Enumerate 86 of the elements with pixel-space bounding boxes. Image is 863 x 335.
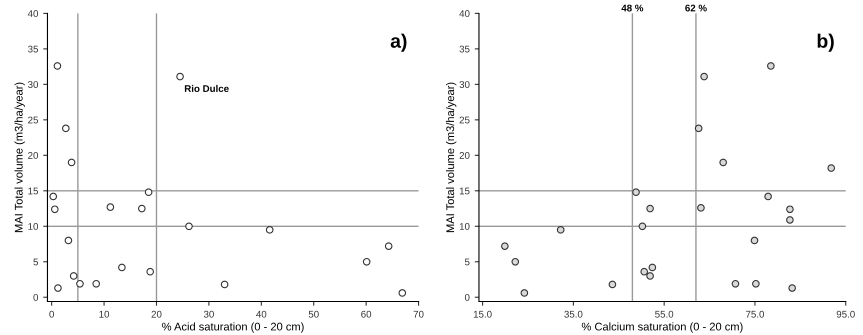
point bbox=[220, 280, 228, 288]
y-axis-title: MAI Total volume (m3/ha/year) bbox=[446, 82, 456, 232]
point bbox=[138, 204, 146, 212]
point bbox=[786, 216, 794, 224]
x-tick-label: 95.0 bbox=[836, 310, 855, 318]
point bbox=[732, 280, 740, 288]
x-axis-title: % Calcium saturation (0 - 20 cm) bbox=[582, 322, 743, 333]
point bbox=[64, 236, 72, 244]
y-tick-label: 35 bbox=[459, 46, 470, 52]
x-tick-label: 35.0 bbox=[564, 310, 582, 318]
y-tick-label: 5 bbox=[464, 258, 470, 266]
point bbox=[719, 158, 727, 166]
point bbox=[501, 242, 509, 250]
point bbox=[556, 226, 564, 234]
point bbox=[752, 280, 760, 288]
y-tick-label: 35 bbox=[28, 46, 38, 52]
point bbox=[646, 204, 654, 212]
y-tick-label: 30 bbox=[28, 81, 38, 88]
point bbox=[76, 280, 84, 288]
point bbox=[608, 280, 616, 288]
x-tick-label: 10 bbox=[99, 310, 110, 318]
point bbox=[384, 242, 392, 250]
y-tick-label: 5 bbox=[33, 258, 38, 266]
annotation: Rio Dulce bbox=[184, 84, 229, 92]
point bbox=[176, 72, 184, 80]
point bbox=[398, 289, 406, 297]
x-tick-label: 15.0 bbox=[474, 310, 492, 318]
point bbox=[54, 62, 62, 70]
x-tick-label: 30 bbox=[204, 310, 214, 318]
point bbox=[767, 62, 775, 70]
x-tick-label: 50 bbox=[308, 310, 319, 318]
text: a) bbox=[390, 34, 406, 52]
x-tick-label: 55.0 bbox=[655, 310, 674, 318]
point bbox=[62, 124, 70, 132]
point bbox=[646, 272, 654, 280]
y-tick-label: 25 bbox=[460, 116, 470, 124]
point bbox=[788, 284, 796, 292]
text: b) bbox=[818, 34, 834, 52]
point bbox=[511, 258, 520, 266]
x-tick-label: 75.0 bbox=[746, 310, 764, 318]
y-tick-label: 40 bbox=[28, 10, 38, 18]
y-tick-label: 30 bbox=[459, 81, 470, 88]
point bbox=[70, 272, 78, 280]
point bbox=[648, 264, 656, 272]
point bbox=[92, 280, 100, 288]
y-tick-label: 10 bbox=[460, 223, 470, 230]
ref-line-label: 62 % bbox=[685, 4, 707, 12]
x-tick-label: 40 bbox=[256, 310, 266, 318]
point bbox=[362, 258, 370, 266]
y-axis-title: MAI Total volume (m3/ha/year) bbox=[14, 82, 25, 232]
point bbox=[520, 289, 528, 297]
y-tick-label: 0 bbox=[464, 294, 470, 301]
point bbox=[49, 192, 58, 200]
point bbox=[146, 268, 154, 276]
point bbox=[50, 205, 59, 214]
x-axis-title: % Acid saturation (0 - 20 cm) bbox=[162, 322, 304, 333]
point bbox=[764, 192, 772, 200]
y-tick-label: 0 bbox=[33, 294, 38, 301]
point bbox=[700, 72, 708, 80]
point bbox=[54, 284, 62, 292]
point bbox=[827, 164, 836, 172]
x-tick-label: 0 bbox=[49, 310, 54, 318]
y-tick-label: 15 bbox=[460, 188, 470, 194]
y-tick-label: 25 bbox=[28, 116, 38, 124]
point bbox=[694, 124, 702, 132]
point bbox=[144, 188, 152, 196]
x-tick-label: 70 bbox=[414, 310, 424, 318]
y-tick-label: 20 bbox=[28, 152, 38, 159]
point bbox=[697, 204, 705, 212]
ref-line-label: 48 % bbox=[621, 4, 644, 12]
point bbox=[640, 268, 648, 276]
x-tick-label: 20 bbox=[152, 310, 162, 318]
point bbox=[185, 222, 193, 230]
point bbox=[106, 203, 114, 211]
y-tick-label: 10 bbox=[28, 223, 38, 230]
point bbox=[786, 205, 794, 214]
x-tick-label: 60 bbox=[361, 310, 372, 318]
point bbox=[750, 236, 758, 244]
y-tick-label: 20 bbox=[460, 152, 470, 159]
y-tick-label: 40 bbox=[459, 10, 470, 18]
point bbox=[266, 226, 274, 234]
point bbox=[638, 222, 646, 230]
point bbox=[68, 158, 76, 166]
y-tick-label: 15 bbox=[28, 188, 38, 194]
point bbox=[118, 264, 126, 272]
point bbox=[632, 188, 640, 196]
